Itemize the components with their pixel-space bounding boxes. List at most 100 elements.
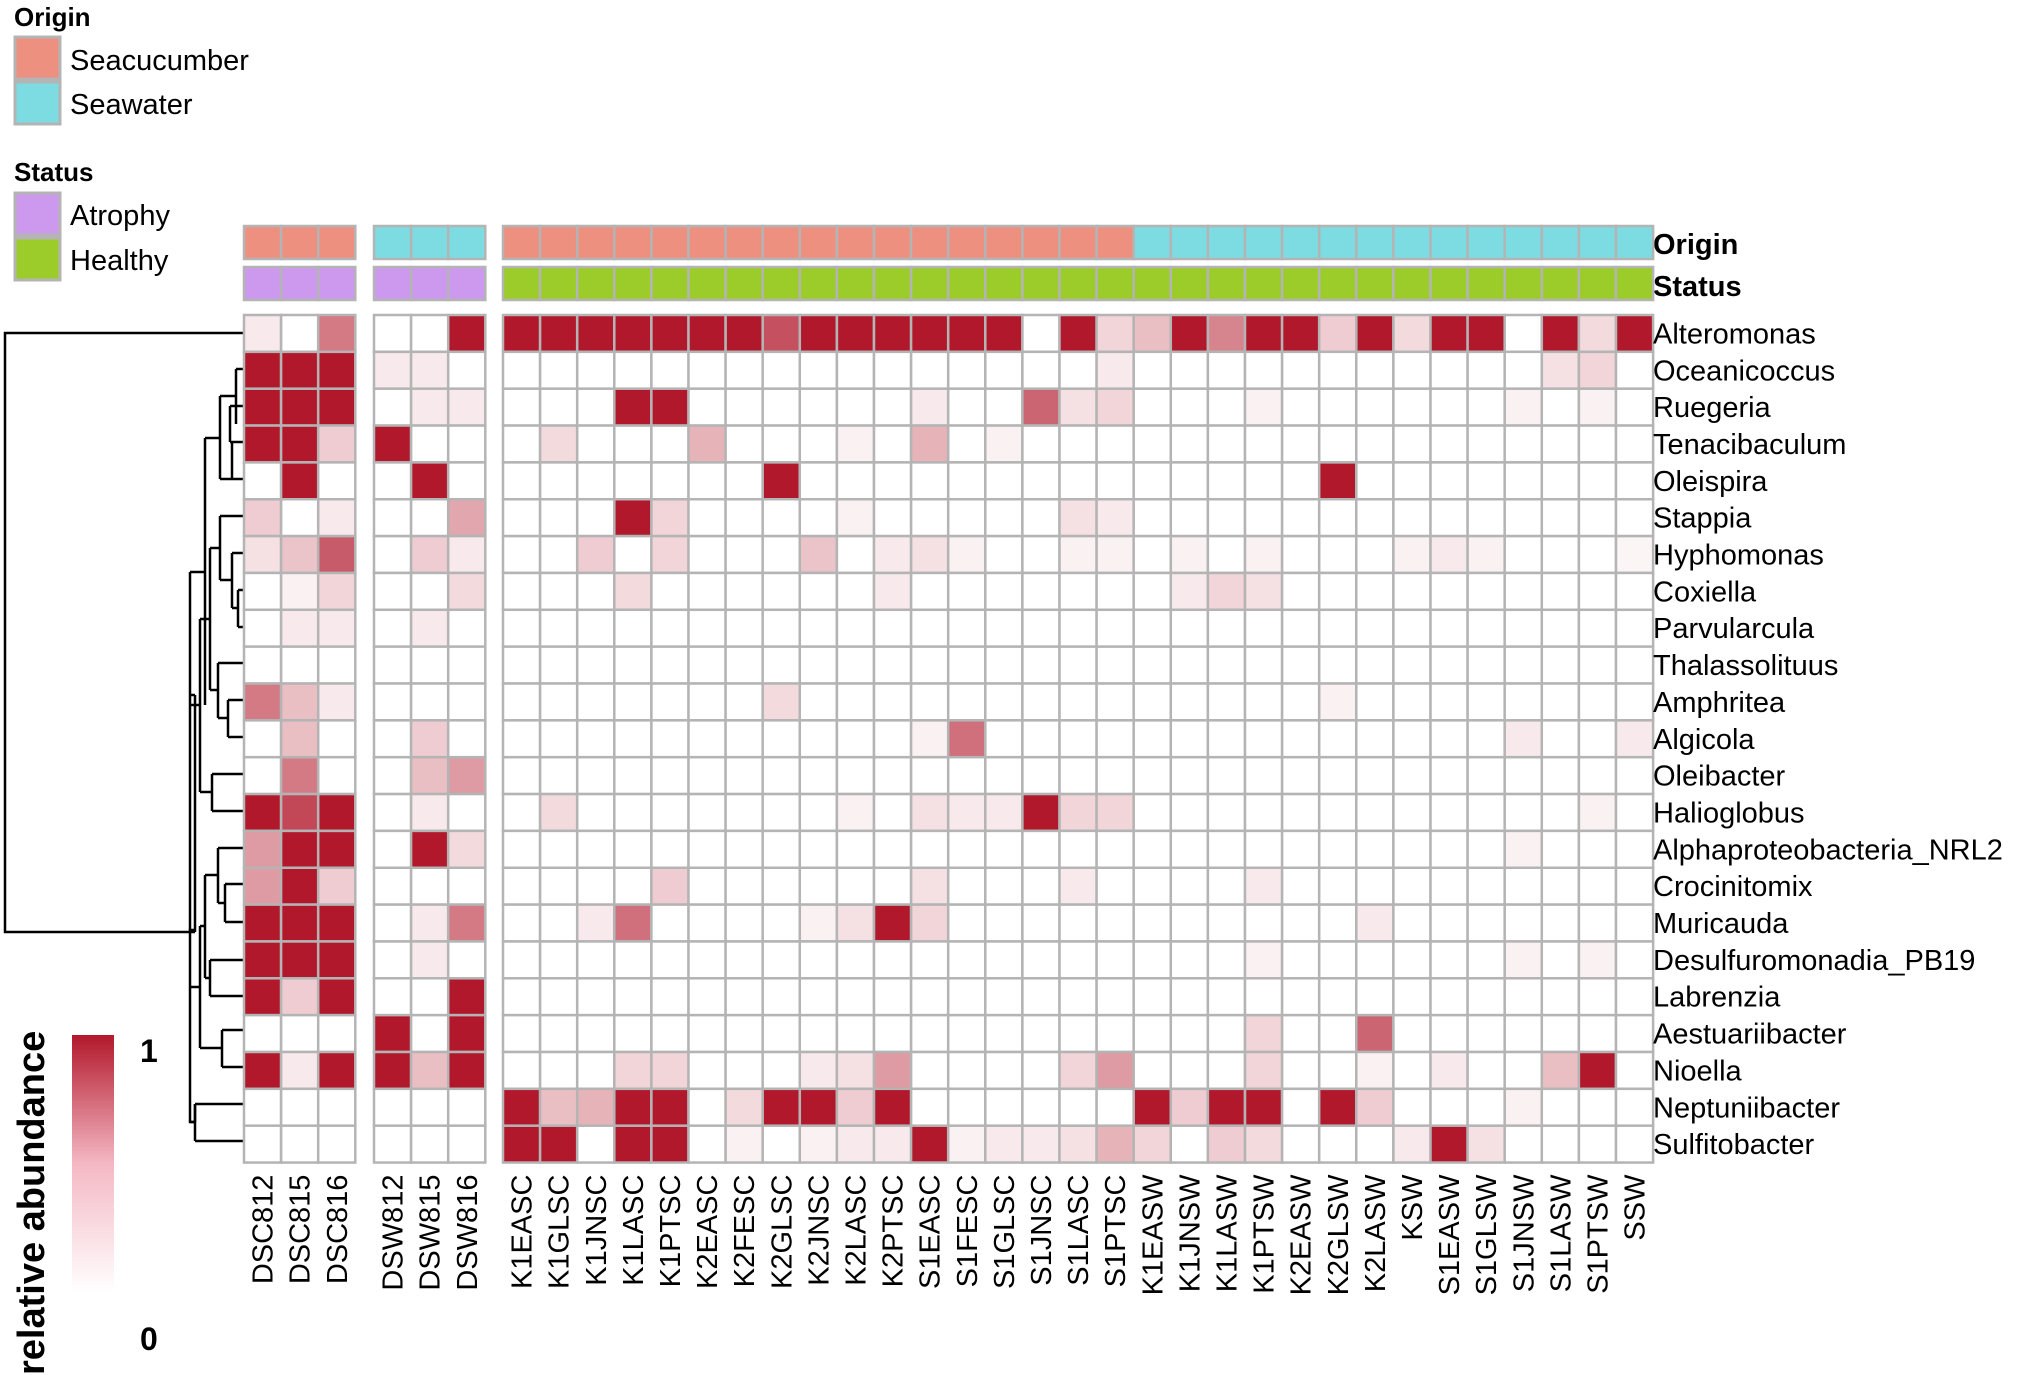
- heatmap-cell: [724, 313, 764, 354]
- heatmap-cell: [242, 719, 283, 759]
- heatmap-cell: [1355, 313, 1395, 354]
- heatmap-cell: [575, 903, 616, 943]
- heatmap-cell: [1614, 1050, 1655, 1091]
- heatmap-cell: [1280, 313, 1321, 354]
- heatmap-cell: [372, 755, 413, 796]
- status-annotation-cell: [575, 265, 616, 302]
- heatmap-cell: [446, 608, 487, 648]
- heatmap-cell: [1021, 387, 1061, 427]
- origin-annotation-cell: [1355, 224, 1395, 261]
- heatmap-cell: [501, 940, 542, 980]
- heatmap-cell: [687, 977, 727, 1017]
- heatmap-cell: [1429, 829, 1469, 870]
- heatmap-cell: [909, 977, 950, 1017]
- heatmap-cell: [446, 387, 487, 427]
- heatmap-cell: [372, 350, 413, 390]
- heatmap-cell: [798, 608, 839, 648]
- heatmap-cell: [1280, 977, 1321, 1017]
- row-label: Neptuniibacter: [1653, 1092, 1840, 1124]
- column-label: K1GLSC: [544, 1175, 576, 1289]
- heatmap-cell: [279, 940, 320, 980]
- heatmap-cell: [501, 1013, 542, 1054]
- heatmap-cell: [1243, 1124, 1284, 1164]
- heatmap-cell: [909, 461, 950, 501]
- heatmap-cell: [409, 719, 450, 759]
- heatmap-cell: [1577, 792, 1618, 833]
- heatmap-cell: [1429, 1087, 1469, 1127]
- heatmap-cell: [1058, 350, 1098, 390]
- heatmap-cell: [501, 682, 542, 722]
- heatmap-cell: [1392, 903, 1432, 943]
- heatmap-cell: [1095, 940, 1135, 980]
- column-label: K2GLSC: [766, 1175, 798, 1289]
- heatmap-cell: [1392, 719, 1432, 759]
- heatmap-cell: [1503, 977, 1544, 1017]
- heatmap-cell: [946, 755, 987, 796]
- heatmap-cell: [279, 1013, 320, 1054]
- origin-annotation-cell: [1577, 224, 1618, 261]
- heatmap-cell: [1503, 645, 1544, 685]
- status-annotation-cell: [1355, 265, 1395, 302]
- heatmap-cell: [242, 350, 283, 390]
- heatmap-cell: [1317, 682, 1358, 722]
- heatmap-cell: [1392, 829, 1432, 870]
- heatmap-cell: [724, 903, 764, 943]
- heatmap-cell: [316, 903, 357, 943]
- heatmap-cell: [1021, 498, 1061, 538]
- heatmap-cell: [538, 498, 579, 538]
- heatmap-cell: [1021, 829, 1061, 870]
- legend: Origin Seacucumber Seawater Status Atrop…: [13, 2, 249, 282]
- origin-annotation-cell: [650, 224, 690, 261]
- origin-annotation-cell: [724, 224, 764, 261]
- heatmap-cell: [316, 1124, 357, 1164]
- heatmap-cell: [279, 1124, 320, 1164]
- heatmap-cell: [984, 1050, 1024, 1091]
- heatmap-cell: [1095, 866, 1135, 906]
- heatmap-cell: [1355, 682, 1395, 722]
- heatmap-cell: [946, 1013, 987, 1054]
- heatmap-cell: [575, 534, 616, 575]
- heatmap-cell: [1280, 940, 1321, 980]
- column-label: K2GLSW: [1323, 1174, 1355, 1295]
- heatmap-cell: [1058, 1124, 1098, 1164]
- heatmap-cell: [761, 461, 802, 501]
- heatmap-cell: [1317, 498, 1358, 538]
- status-annotation-cell: [724, 265, 764, 302]
- heatmap-cell: [1577, 866, 1618, 906]
- heatmap-cell: [1355, 424, 1395, 464]
- heatmap-cell: [446, 755, 487, 796]
- heatmap-cell: [1169, 571, 1210, 612]
- color-scale-bar: [72, 1035, 114, 1293]
- heatmap-cell: [538, 1050, 579, 1091]
- heatmap-cell: [1466, 424, 1506, 464]
- heatmap-cell: [1095, 977, 1135, 1017]
- column-label: SSW: [1620, 1174, 1652, 1241]
- heatmap-cell: [501, 498, 542, 538]
- heatmap-cell: [1169, 1087, 1210, 1127]
- heatmap-cell: [798, 498, 839, 538]
- heatmap-cell: [1429, 608, 1469, 648]
- heatmap-cell: [687, 755, 727, 796]
- column-label: K1LASC: [618, 1175, 650, 1286]
- heatmap-cell: [1280, 903, 1321, 943]
- heatmap-cell: [409, 498, 450, 538]
- heatmap-cell: [650, 571, 690, 612]
- column-label: S1GLSW: [1471, 1174, 1503, 1295]
- heatmap-cell: [872, 608, 913, 648]
- origin-annotation-cell: [279, 224, 320, 261]
- heatmap-cell: [538, 792, 579, 833]
- heatmap-cell: [835, 866, 876, 906]
- heatmap-cell: [1317, 313, 1358, 354]
- heatmap-cell: [687, 387, 727, 427]
- heatmap-cell: [1540, 571, 1581, 612]
- heatmap-cell: [1206, 755, 1247, 796]
- heatmap-cell: [1540, 350, 1581, 390]
- heatmap-cell: [1058, 1087, 1098, 1127]
- heatmap-cell: [798, 1087, 839, 1127]
- heatmap-cell: [1243, 1050, 1284, 1091]
- heatmap-cell: [279, 866, 320, 906]
- heatmap-cell: [372, 903, 413, 943]
- origin-annotation-cell: [316, 224, 357, 261]
- heatmap-cell: [1317, 387, 1358, 427]
